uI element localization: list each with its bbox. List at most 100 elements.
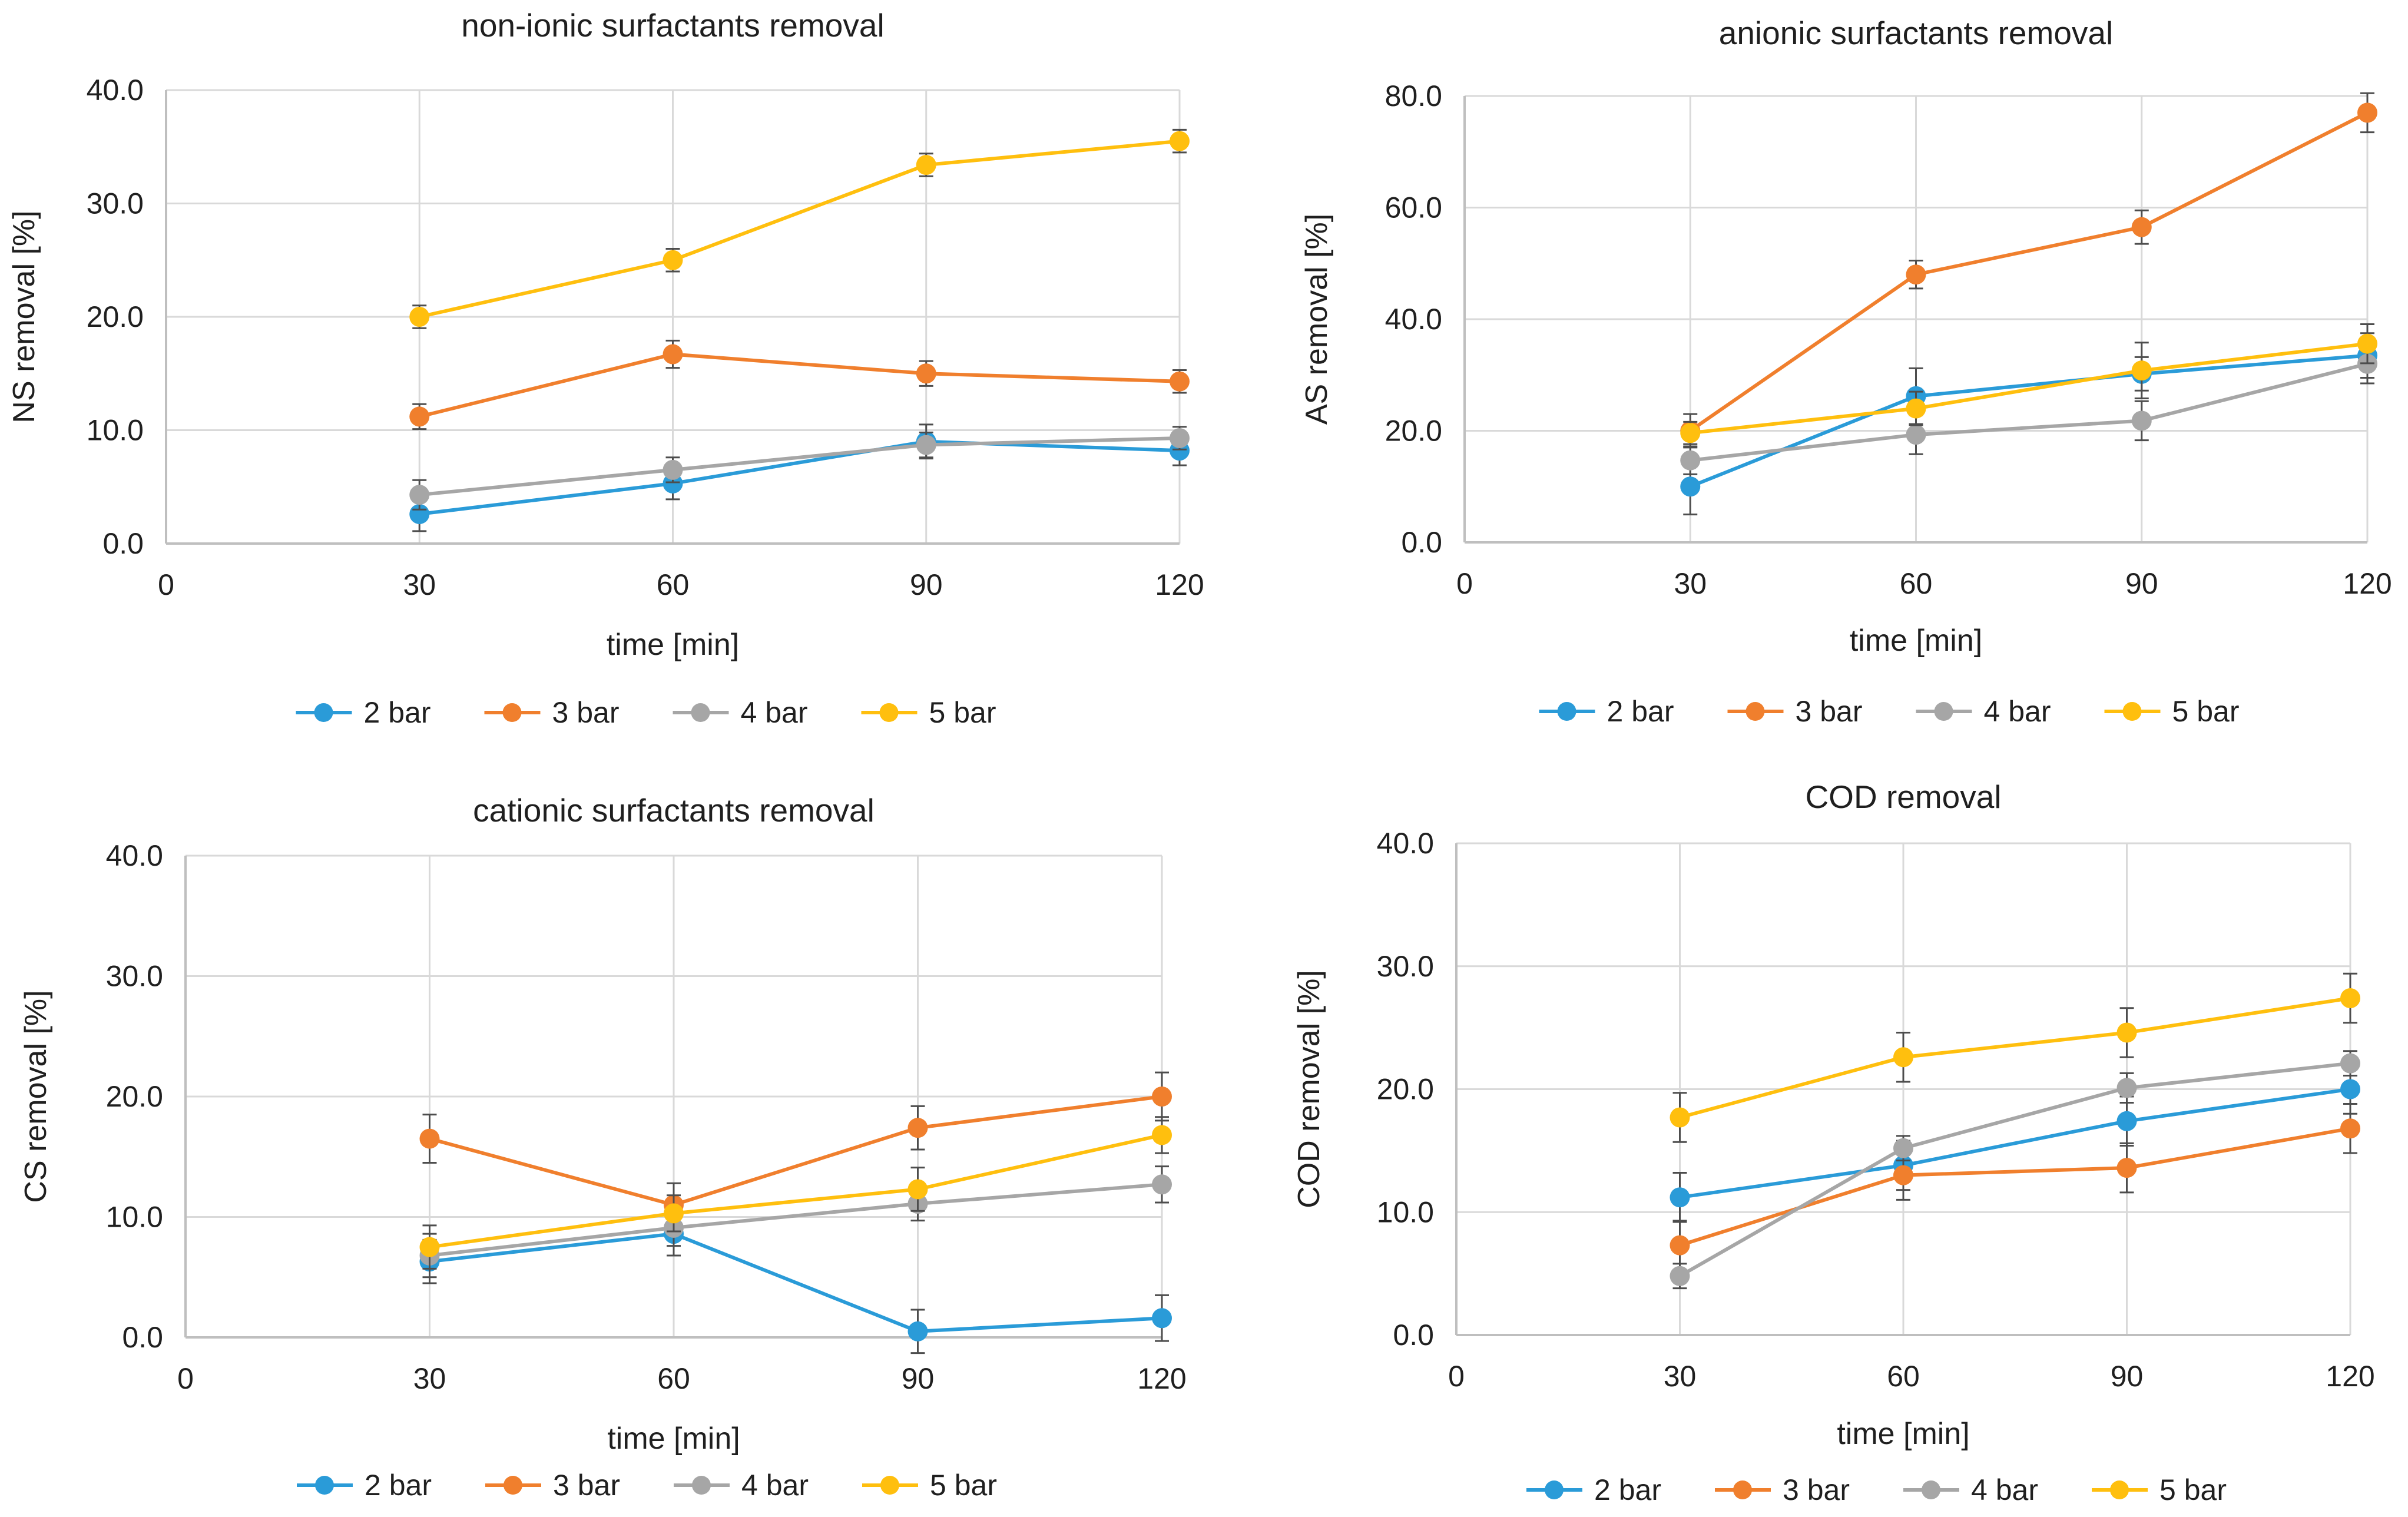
x-tick-label: 0 [1456,567,1473,600]
y-tick-label: 60.0 [1385,191,1442,224]
series-line [429,1133,1162,1249]
x-axis-label: time [min] [1837,1417,1969,1451]
legend-marker [879,703,899,722]
data-point [2340,988,2360,1009]
data-point [2131,217,2152,237]
data-point [2340,1079,2360,1099]
series-4-bar [1670,1050,2360,1290]
series-3-bar [419,1071,1172,1228]
chart-panel-1: non-ionic surfactants removal 0.0 10.0 20.0… [7,7,1204,729]
data-point [907,1321,928,1342]
chart-panel-4: COD removal 0.0 10.0 20.0 30.0 40.0 0 30 60 90 120… [1292,779,2375,1506]
y-tick-label: 40.0 [1385,303,1442,336]
series-4-bar [419,1165,1172,1278]
y-tick-label: 0.0 [102,527,144,560]
data-point [1670,1235,1690,1256]
y-tick-label: 80.0 [1385,80,1442,112]
series-line [419,436,1180,497]
legend-label: 2 bar [365,1469,432,1502]
data-point [1170,371,1190,392]
legend-marker [502,703,522,722]
y-axis-label: NS removal [%] [7,210,41,423]
legend-marker [1934,702,1953,721]
data-point [916,435,936,455]
chart-title: anionic surfactants removal [1719,15,2113,51]
x-tick-label: 90 [2111,1360,2144,1393]
data-point [1906,425,1926,445]
series-5-bar [409,128,1190,329]
data-point [2131,360,2152,381]
x-tick-label: 60 [1887,1360,1920,1393]
x-axis-label: time [min] [607,628,739,662]
data-point [1893,1138,1913,1158]
y-axis-label: COD removal [%] [1292,970,1326,1208]
legend-label: 4 bar [741,1469,809,1502]
data-point [1906,264,1926,285]
data-point [419,1237,440,1257]
legend-label: 2 bar [1594,1473,1661,1506]
legend-marker [880,1476,899,1495]
legend-label: 4 bar [1984,695,2051,728]
x-tick-label: 120 [1137,1362,1186,1395]
x-tick-label: 90 [902,1362,935,1395]
legend-marker [2122,702,2142,721]
data-point [664,1203,684,1224]
series-line [419,439,1180,516]
data-point [2131,410,2152,431]
data-point [1152,1087,1172,1107]
series-line [1689,111,2369,432]
series-line [429,1183,1162,1257]
series-line [1680,1087,2351,1200]
x-tick-label: 30 [403,568,436,601]
legend-label: 4 bar [1971,1473,2038,1506]
data-point [2357,333,2377,354]
x-tick-label: 120 [1155,568,1204,601]
series-line [429,1232,1162,1333]
y-tick-label: 20.0 [1385,415,1442,448]
y-tick-label: 10.0 [1377,1195,1434,1228]
series-line [1690,342,2368,435]
legend-marker [2110,1480,2129,1499]
data-point [907,1118,928,1138]
legend-marker [1545,1480,1564,1499]
series-3-bar [1680,92,2377,449]
y-tick-label: 30.0 [1377,950,1434,983]
x-tick-label: 0 [1448,1360,1465,1393]
legend-label: 3 bar [1796,695,1863,728]
data-point [1680,450,1701,471]
x-tick-label: 120 [2343,567,2392,600]
y-tick-label: 40.0 [87,74,144,107]
series-line [1690,362,2368,462]
series-line [1679,996,2351,1119]
chart-title: non-ionic surfactants removal [461,7,884,44]
data-point [1670,1107,1690,1128]
legend-label: 5 bar [929,696,996,729]
data-point [2116,1158,2137,1178]
series-5-bar [1680,323,2377,445]
y-tick-label: 20.0 [106,1080,163,1113]
legend: 2 bar 3 bar 4 bar 5 bar [297,1469,997,1502]
series-line [1679,1061,2351,1278]
data-point [2357,102,2377,123]
y-tick-label: 40.0 [106,839,163,872]
legend-marker [1922,1480,1940,1499]
series-4-bar [409,426,1190,511]
chart-panel-2: anionic surfactants removal 0.0 20.0 40.0 60… [1300,15,2392,728]
legend-label: 5 bar [2172,695,2240,728]
legend-marker [504,1476,522,1495]
data-point [1170,131,1190,151]
data-point [1670,1266,1690,1286]
data-point [409,307,430,327]
data-point [1152,1308,1172,1329]
series-line [419,139,1180,319]
series-3-bar [1670,1103,2360,1271]
data-point [907,1179,928,1200]
legend-label: 3 bar [553,1469,620,1502]
legend-label: 4 bar [741,696,808,729]
series-5-bar [1670,972,2360,1143]
series-line [419,352,1180,419]
y-tick-label: 10.0 [106,1201,163,1234]
legend-label: 3 bar [1783,1473,1850,1506]
legend-label: 2 bar [364,696,431,729]
